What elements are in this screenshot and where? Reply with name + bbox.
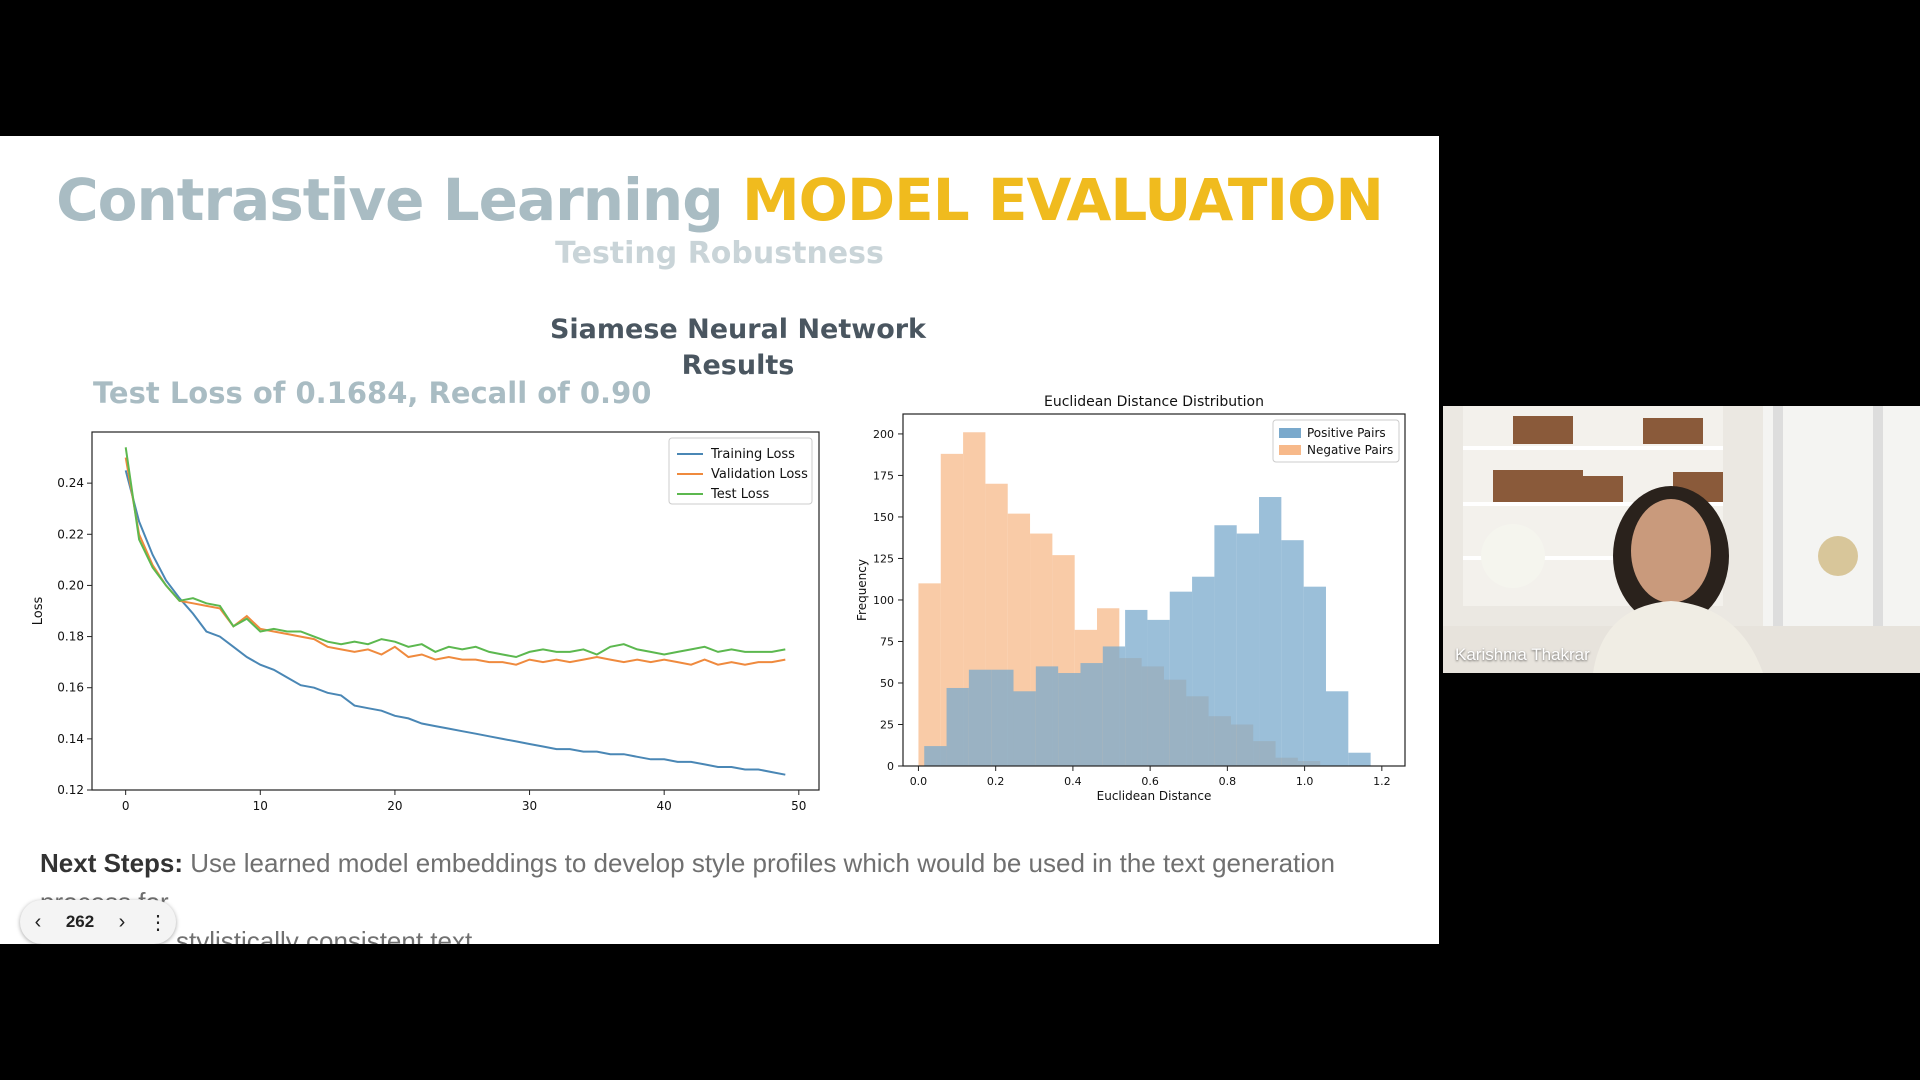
histogram-bar-positive-pairs: [1259, 497, 1282, 766]
histogram-title: Euclidean Distance Distribution: [1044, 394, 1264, 410]
y-tick-label: 200: [873, 428, 894, 441]
chevron-left-icon: ‹: [34, 910, 42, 933]
next-slide-button[interactable]: ›: [104, 900, 140, 944]
legend-label: Test Loss: [710, 487, 769, 502]
y-tick-label: 0.24: [57, 476, 84, 490]
participant-video: Karishma Thakrar: [1443, 406, 1920, 673]
chevron-right-icon: ›: [118, 910, 126, 933]
legend-box: [1272, 419, 1400, 463]
legend-label: Training Loss: [710, 447, 795, 462]
x-tick-label: 0: [122, 799, 130, 812]
legend-swatch: [1279, 445, 1301, 455]
metrics-text: Test Loss of 0.1684, Recall of 0.90: [93, 376, 652, 410]
histogram-bar-positive-pairs: [1192, 576, 1215, 766]
video-frame-image: [1443, 406, 1920, 673]
y-tick-label: 50: [880, 677, 894, 690]
participant-name: Karishma Thakrar: [1455, 645, 1590, 664]
slide-menu-button[interactable]: ⋮: [140, 900, 176, 944]
x-axis-label: Euclidean Distance: [1097, 789, 1212, 803]
histogram-bar-positive-pairs: [1147, 619, 1170, 766]
x-tick-label: 0.8: [1219, 775, 1237, 788]
x-tick-label: 1.2: [1373, 775, 1391, 788]
x-tick-label: 0.2: [987, 775, 1005, 788]
x-tick-label: 1.0: [1296, 775, 1314, 788]
distance-histogram: Euclidean Distance Distribution 0.0 0.2 0.4…: [855, 394, 1406, 803]
histogram-bar-positive-pairs: [1325, 691, 1349, 766]
more-vertical-icon: ⋮: [148, 911, 168, 934]
section-title-line2: Results: [681, 350, 795, 381]
y-tick-label: 25: [880, 718, 894, 731]
histogram-bar-positive-pairs: [1348, 752, 1371, 766]
section-title: Siamese Neural Network Results: [538, 312, 938, 384]
y-tick-label: 150: [873, 511, 894, 524]
next-steps-label: Next Steps:: [40, 848, 184, 878]
y-tick-label: 0.12: [57, 783, 84, 797]
histogram-bar-negative-pairs: [918, 583, 941, 766]
x-tick-label: 10: [253, 799, 268, 812]
next-steps-line1: Use learned model embeddings to develop …: [40, 848, 1335, 917]
slide-navigation: ‹ 262 › ⋮: [20, 900, 176, 944]
y-tick-label: 100: [873, 594, 894, 607]
y-tick-label: 0.20: [57, 578, 84, 592]
loss-chart: 010203040500.120.140.160.180.200.220.24E…: [31, 431, 820, 812]
y-tick-label: 75: [880, 635, 894, 648]
series-line-training-loss: [124, 470, 786, 776]
histogram-bar-positive-pairs: [1236, 533, 1260, 766]
y-tick-label: 0.14: [57, 732, 84, 746]
section-title-line1: Siamese Neural Network: [549, 314, 927, 345]
x-tick-label: 30: [522, 799, 537, 812]
histogram-bar-positive-pairs: [1169, 591, 1193, 766]
histogram-bar-positive-pairs: [1058, 673, 1081, 766]
y-tick-label: 0.18: [57, 630, 84, 644]
y-tick-label: 0.22: [57, 527, 84, 541]
prev-slide-button[interactable]: ‹: [20, 900, 56, 944]
histogram-bar-positive-pairs: [1035, 666, 1059, 766]
plot-frame: [91, 431, 820, 791]
histogram-bar-positive-pairs: [991, 669, 1014, 766]
presentation-slide: Contrastive Learning MODEL EVALUATION Te…: [0, 136, 1439, 944]
y-tick-label: 125: [873, 552, 894, 565]
next-steps-line2: stylistically consistent text: [176, 926, 473, 944]
x-tick-label: 20: [387, 799, 402, 812]
legend-label: Validation Loss: [711, 467, 808, 482]
histogram-bar-positive-pairs: [1102, 646, 1126, 766]
histogram-frame: [902, 413, 1406, 767]
y-tick-label: 0.16: [57, 681, 84, 695]
legend-swatch: [1279, 428, 1301, 438]
y-axis-label: Frequency: [855, 559, 869, 621]
histogram-bar-positive-pairs: [1303, 586, 1326, 766]
slide-title-part2: MODEL EVALUATION: [741, 166, 1384, 234]
legend-label: Positive Pairs: [1307, 426, 1386, 440]
x-tick-label: 0.6: [1141, 775, 1159, 788]
histogram-bar-positive-pairs: [1281, 540, 1304, 766]
y-tick-label: 0: [887, 760, 894, 773]
histogram-bar-positive-pairs: [1214, 525, 1237, 766]
series-line-test-loss: [124, 447, 786, 659]
slide-subtitle: Testing Robustness: [555, 236, 884, 271]
x-tick-label: 40: [657, 799, 672, 812]
y-tick-label: 175: [873, 469, 894, 482]
histogram-bar-positive-pairs: [1013, 691, 1036, 766]
x-tick-label: 0.0: [910, 775, 928, 788]
next-steps: Next Steps: Use learned model embeddings…: [40, 844, 1410, 944]
histogram-bar-positive-pairs: [1125, 609, 1148, 766]
histogram-bar-positive-pairs: [968, 669, 992, 766]
page-number: 262: [65, 912, 95, 931]
legend-box: [668, 437, 813, 505]
x-tick-label: 0.4: [1064, 775, 1082, 788]
histogram-bar-positive-pairs: [946, 687, 969, 766]
slide-title: Contrastive Learning MODEL EVALUATION: [0, 166, 1439, 234]
y-axis-label: Loss: [31, 597, 46, 626]
x-tick-label: 50: [791, 799, 806, 812]
slide-title-part1: Contrastive Learning: [56, 166, 724, 234]
histogram-bar-positive-pairs: [1080, 663, 1103, 766]
histogram-bar-positive-pairs: [924, 746, 947, 766]
legend-label: Negative Pairs: [1307, 443, 1393, 457]
